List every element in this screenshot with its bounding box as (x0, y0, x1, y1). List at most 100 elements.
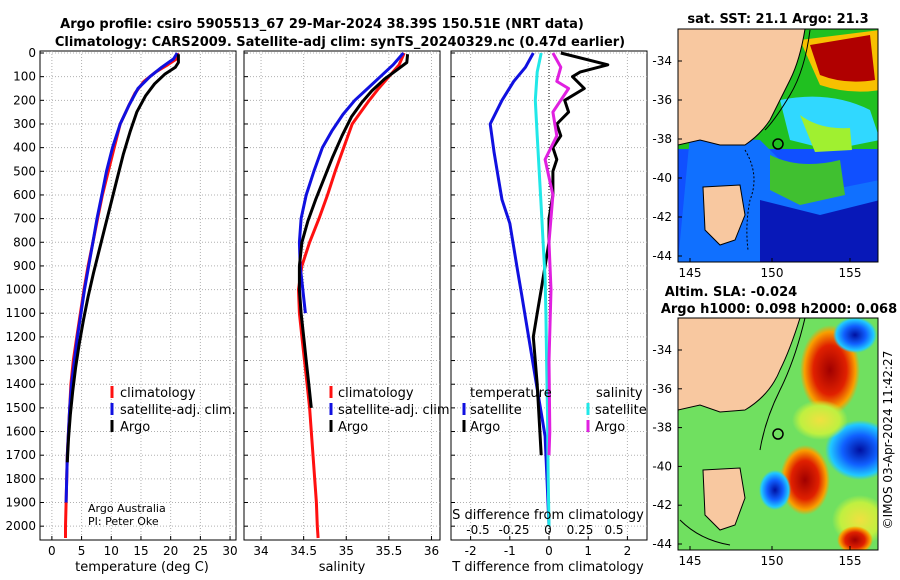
map-x-tick-label: 145 (679, 266, 702, 280)
legend-s-argo: Argo (595, 420, 625, 435)
sst-map: sat. SST: 21.1 Argo: 21.3 145 150 155 -34 -3… (652, 12, 879, 280)
x-tick-label: 5 (78, 544, 86, 558)
x-tick-label: -2 (465, 544, 477, 558)
sla-map-ticks: 145 150 155 -34 -36 -38 -40 -42 -44 (652, 343, 861, 568)
map-y-tick-label: -34 (652, 54, 672, 68)
map-y-tick-label: -40 (652, 171, 672, 185)
s-tick-label: 0 (544, 523, 552, 537)
map-x-tick-label: 150 (761, 554, 784, 568)
legend-satellite: satellite-adj. clim. (338, 403, 454, 418)
legend-climatology: climatology (338, 386, 414, 401)
map-x-tick-label: 155 (839, 266, 862, 280)
y-tick-label: 1800 (5, 472, 36, 486)
map-x-tick-label: 155 (839, 554, 862, 568)
temperature-axes (39, 50, 237, 541)
figure-title-line1: Argo profile: csiro 5905513_67 29-Mar-20… (60, 17, 584, 32)
y-tick-label: 0 (28, 46, 36, 60)
sla-argo-marker (772, 428, 784, 440)
y-tick-label: 1200 (5, 330, 36, 344)
difference-s-label: S difference from climatology (452, 508, 644, 523)
map-y-tick-label: -34 (652, 343, 672, 357)
y-tick-label: 2000 (5, 519, 36, 533)
salinity-xlabel: salinity (319, 560, 366, 575)
credit-line1: Argo Australia (88, 502, 166, 515)
series-line-s-argo (543, 52, 571, 456)
legend-temperature-title: temperature (470, 386, 552, 401)
map-y-tick-label: -36 (652, 382, 672, 396)
difference-grid (451, 51, 647, 540)
legend-satellite: satellite-adj. clim. (120, 403, 236, 418)
map-y-tick-label: -44 (652, 249, 672, 263)
x-tick-label: 15 (133, 544, 148, 558)
series-line-s-satellite (533, 52, 551, 527)
y-tick-label: 100 (13, 70, 36, 84)
s-tick-label: -0.5 (466, 523, 489, 537)
credit-line2: PI: Peter Oke (88, 515, 159, 528)
sla-map-title2: Argo h1000: 0.098 h2000: 0.068 (661, 302, 897, 317)
temperature-series (64, 52, 180, 538)
sst-map-field (678, 29, 878, 262)
map-y-tick-label: -38 (652, 421, 672, 435)
x-tick-label: 0 (48, 544, 56, 558)
difference-xlabel: T difference from climatology (451, 560, 644, 575)
x-tick-label: 34.5 (290, 544, 317, 558)
y-tick-label: 500 (13, 164, 36, 178)
s-tick-label: -0.25 (498, 523, 529, 537)
map-y-tick-label: -40 (652, 459, 672, 473)
x-tick-label: -1 (504, 544, 516, 558)
x-tick-label: 35.5 (376, 544, 403, 558)
salinity-series (297, 52, 410, 539)
y-tick-label: 900 (13, 259, 36, 273)
salinity-legend: climatology satellite-adj. clim. Argo (329, 386, 454, 435)
difference-panel: -2 -1 0 1 2 -0.5 -0.25 0 0.25 0.5 T difference fr… (450, 50, 648, 575)
y-tick-label: 1400 (5, 377, 36, 391)
sla-map-title1: Altim. SLA: -0.024 (665, 285, 797, 300)
difference-ticks: -2 -1 0 1 2 -0.5 -0.25 0 0.25 0.5 (451, 52, 632, 558)
sst-argo-marker (772, 138, 784, 150)
temperature-ticks: 0 5 10 15 20 25 300100200300400500600700800900… (5, 46, 237, 558)
y-tick-label: 1500 (5, 401, 36, 415)
series-line-argo (297, 54, 410, 409)
map-y-tick-label: -42 (652, 498, 672, 512)
y-tick-label: 600 (13, 188, 36, 202)
y-tick-label: 300 (13, 117, 36, 131)
salinity-grid (244, 51, 440, 540)
sst-map-title: sat. SST: 21.1 Argo: 21.3 (687, 12, 868, 27)
x-tick-label: 2 (624, 544, 632, 558)
y-tick-label: 200 (13, 93, 36, 107)
x-tick-label: 35 (339, 544, 354, 558)
y-tick-label: 400 (13, 141, 36, 155)
sla-map-field (678, 318, 878, 550)
salinity-axes (243, 50, 441, 541)
x-tick-label: 25 (193, 544, 208, 558)
y-tick-label: 700 (13, 212, 36, 226)
map-x-tick-label: 145 (679, 554, 702, 568)
legend-argo: Argo (338, 420, 368, 435)
legend-climatology: climatology (120, 386, 196, 401)
y-tick-label: 1000 (5, 283, 36, 297)
y-tick-label: 1300 (5, 354, 36, 368)
legend-t-satellite: satellite (470, 403, 522, 418)
x-tick-label: 36 (424, 544, 439, 558)
series-line-climatology (297, 52, 406, 539)
legend-salinity-title: salinity (596, 386, 643, 401)
temperature-legend: climatology satellite-adj. clim. Argo (110, 386, 236, 435)
series-line-argo (65, 54, 180, 463)
imos-timestamp: ©IMOS 03-Apr-2024 11:42:27 (881, 351, 895, 530)
y-tick-label: 800 (13, 235, 36, 249)
x-tick-label: 20 (163, 544, 178, 558)
y-tick-label: 1100 (5, 306, 36, 320)
figure-title-line2: Climatology: CARS2009. Satellite-adj cli… (55, 35, 625, 50)
temperature-panel: 0 5 10 15 20 25 300100200300400500600700800900… (5, 46, 237, 575)
map-y-tick-label: -36 (652, 93, 672, 107)
x-tick-label: 30 (222, 544, 237, 558)
map-y-tick-label: -44 (652, 537, 672, 551)
y-tick-label: 1900 (5, 496, 36, 510)
salinity-ticks: 34 34.5 35 35.5 36 (244, 52, 439, 558)
x-tick-label: 10 (104, 544, 119, 558)
difference-series (488, 51, 610, 527)
series-line-t-satellite (488, 52, 551, 527)
legend-s-satellite: satellite (595, 403, 647, 418)
s-tick-label: 0.25 (567, 523, 594, 537)
s-tick-label: 0.5 (604, 523, 623, 537)
